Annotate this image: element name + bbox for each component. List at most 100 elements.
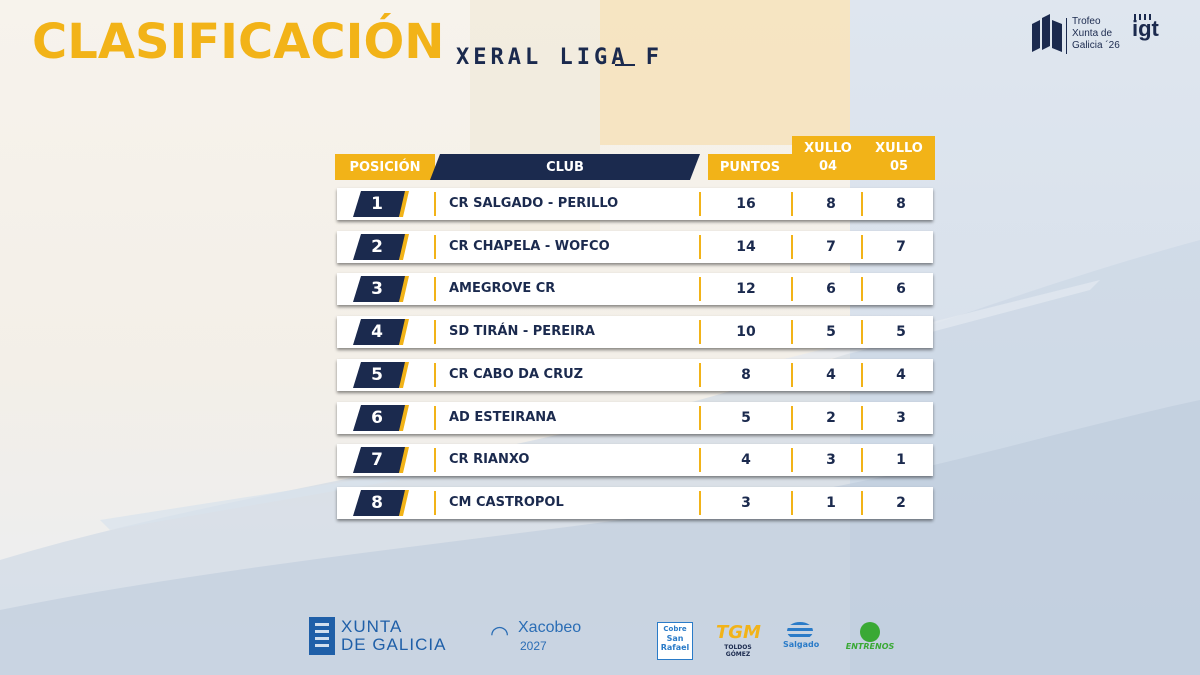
xunta-shield-icon xyxy=(309,617,335,655)
day1-value: 5 xyxy=(826,324,836,340)
club-name: CR RIANXO xyxy=(449,452,530,467)
position-value: 8 xyxy=(371,493,383,513)
column-divider xyxy=(861,192,863,216)
position-badge: 4 xyxy=(353,319,409,345)
column-divider xyxy=(791,448,793,472)
wave-icon xyxy=(787,622,813,640)
points-value: 4 xyxy=(741,452,751,468)
table-row: 6 AD ESTEIRANA 5 2 3 xyxy=(337,402,933,434)
header-position: POSICIÓN xyxy=(335,154,435,180)
column-divider xyxy=(434,192,436,216)
column-divider xyxy=(434,406,436,430)
column-divider xyxy=(434,491,436,515)
points-value: 12 xyxy=(736,281,756,297)
club-name: AMEGROVE CR xyxy=(449,281,556,296)
club-name: AD ESTEIRANA xyxy=(449,410,557,425)
entrenos-icon xyxy=(860,622,880,642)
table-row: 1 CR SALGADO - PERILLO 16 8 8 xyxy=(337,188,933,220)
table-row: 2 CR CHAPELA - WOFCO 14 7 7 xyxy=(337,231,933,263)
sponsor-toldos-gomez: TGM TOLDOS GÓMEZ xyxy=(716,622,761,658)
position-value: 6 xyxy=(371,408,383,428)
points-value: 10 xyxy=(736,324,756,340)
position-value: 4 xyxy=(371,322,383,342)
sponsor-san-rafael: Cobre San Rafael xyxy=(657,622,693,660)
points-value: 3 xyxy=(741,495,751,511)
position-badge: 3 xyxy=(353,276,409,302)
club-name: CR SALGADO - PERILLO xyxy=(449,196,619,211)
points-value: 16 xyxy=(736,196,756,212)
position-value: 3 xyxy=(371,279,383,299)
position-value: 5 xyxy=(371,365,383,385)
day2-value: 7 xyxy=(896,239,906,255)
trophy-icon xyxy=(1032,14,1062,52)
column-divider xyxy=(791,320,793,344)
column-divider xyxy=(699,320,701,344)
day1-value: 3 xyxy=(826,452,836,468)
day1-value: 1 xyxy=(826,495,836,511)
points-value: 8 xyxy=(741,367,751,383)
position-value: 7 xyxy=(371,450,383,470)
column-divider xyxy=(791,363,793,387)
column-divider xyxy=(791,192,793,216)
column-divider xyxy=(861,406,863,430)
igt-bars-icon xyxy=(1134,14,1154,20)
table-row: 4 SD TIRÁN - PEREIRA 10 5 5 xyxy=(337,316,933,348)
column-divider xyxy=(791,406,793,430)
page-subtitle: XERAL LIGA F xyxy=(456,45,663,70)
day2-value: 2 xyxy=(896,495,906,511)
position-badge: 8 xyxy=(353,490,409,516)
table-row: 3 AMEGROVE CR 12 6 6 xyxy=(337,273,933,305)
day2-value: 5 xyxy=(896,324,906,340)
day1-value: 2 xyxy=(826,410,836,426)
header-day-1: XULLO 04 xyxy=(792,136,864,180)
day2-value: 8 xyxy=(896,196,906,212)
column-divider xyxy=(699,235,701,259)
position-value: 2 xyxy=(371,237,383,257)
event-logo: Trofeo Xunta de Galicia ´26 igt xyxy=(1030,14,1180,58)
position-badge: 1 xyxy=(353,191,409,217)
club-name: CR CHAPELA - WOFCO xyxy=(449,239,610,254)
position-badge: 5 xyxy=(353,362,409,388)
day1-value: 8 xyxy=(826,196,836,212)
header-points: PUNTOS xyxy=(708,154,792,180)
sponsor-salgado: Salgado xyxy=(783,622,819,656)
day2-value: 6 xyxy=(896,281,906,297)
club-name: CR CABO DA CRUZ xyxy=(449,367,584,382)
column-divider xyxy=(699,363,701,387)
column-divider xyxy=(791,235,793,259)
header-club: CLUB xyxy=(430,154,700,180)
position-value: 1 xyxy=(371,194,383,214)
table-row: 8 CM CASTROPOL 3 1 2 xyxy=(337,487,933,519)
column-divider xyxy=(434,448,436,472)
position-badge: 7 xyxy=(353,447,409,473)
logo-divider xyxy=(1066,18,1067,54)
table-row: 5 CR CABO DA CRUZ 8 4 4 xyxy=(337,359,933,391)
points-value: 14 xyxy=(736,239,756,255)
club-name: CM CASTROPOL xyxy=(449,495,564,510)
column-divider xyxy=(699,406,701,430)
column-divider xyxy=(791,491,793,515)
column-divider xyxy=(861,235,863,259)
day1-value: 7 xyxy=(826,239,836,255)
day2-value: 4 xyxy=(896,367,906,383)
column-divider xyxy=(861,363,863,387)
shell-icon: ◠ xyxy=(490,621,510,646)
column-divider xyxy=(434,235,436,259)
column-divider xyxy=(699,448,701,472)
column-divider xyxy=(861,320,863,344)
column-divider xyxy=(434,363,436,387)
table-row: 7 CR RIANXO 4 3 1 xyxy=(337,444,933,476)
day1-value: 4 xyxy=(826,367,836,383)
column-divider xyxy=(699,277,701,301)
xunta-logo: XUNTA DE GALICIA xyxy=(309,615,449,659)
igt-logo: igt xyxy=(1132,16,1159,41)
column-divider xyxy=(861,277,863,301)
page-title: CLASIFICACIÓN xyxy=(32,14,445,70)
points-value: 5 xyxy=(741,410,751,426)
club-name: SD TIRÁN - PEREIRA xyxy=(449,324,595,339)
day1-value: 6 xyxy=(826,281,836,297)
column-divider xyxy=(861,491,863,515)
header-day-2: XULLO 05 xyxy=(863,136,935,180)
column-divider xyxy=(434,320,436,344)
